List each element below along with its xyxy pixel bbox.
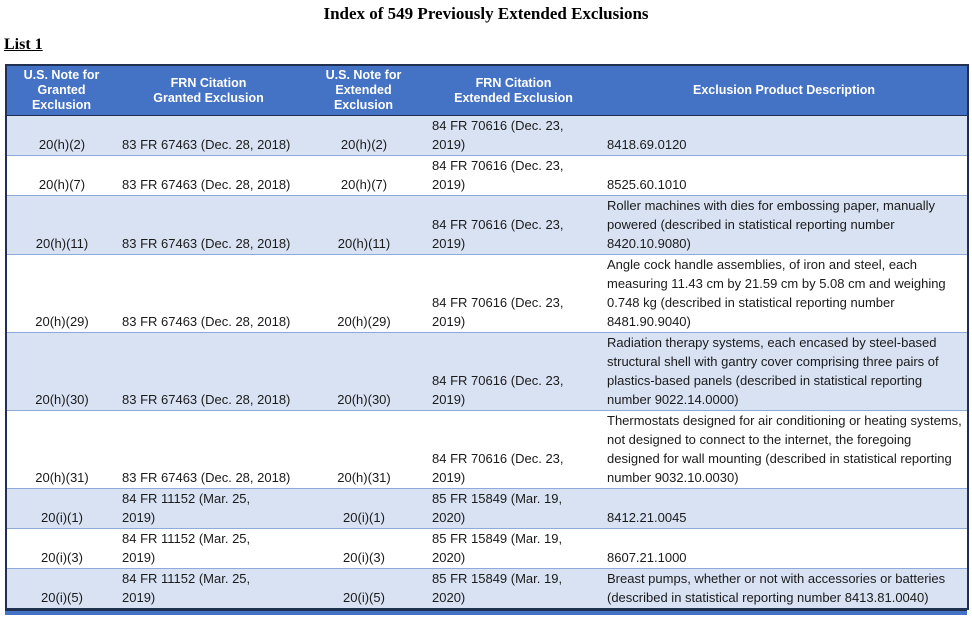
cell-note-extended: 20(i)(1) bbox=[343, 510, 385, 525]
header-cell-frn-extended: FRN Citation Extended Exclusion bbox=[426, 65, 601, 116]
header-cell-note-granted: U.S. Note for Granted Exclusion bbox=[6, 65, 116, 116]
cell-note-extended: 20(h)(2) bbox=[340, 137, 388, 152]
cell-frn-extended: 84 FR 70616 (Dec. 23, 2019) bbox=[432, 217, 564, 251]
cell-frn-extended: 85 FR 15849 (Mar. 19, 2020) bbox=[432, 571, 563, 605]
cell-frn-extended: 84 FR 70616 (Dec. 23, 2019) bbox=[432, 158, 564, 192]
cell-description: Radiation therapy systems, each encased … bbox=[607, 335, 939, 407]
cell-frn-granted: 84 FR 11152 (Mar. 25, 2019) bbox=[122, 571, 251, 605]
table-header: U.S. Note for Granted Exclusion FRN Cita… bbox=[6, 65, 968, 116]
table-row: 20(i)(5) 84 FR 11152 (Mar. 25, 2019) 20(… bbox=[6, 568, 968, 609]
cell-note-granted: 20(h)(30) bbox=[35, 392, 89, 407]
cell-note-extended: 20(h)(31) bbox=[337, 470, 391, 485]
cell-description: 8412.21.0045 bbox=[607, 510, 687, 525]
cell-frn-extended: 85 FR 15849 (Mar. 19, 2020) bbox=[432, 491, 563, 525]
cell-frn-granted: 83 FR 67463 (Dec. 28, 2018) bbox=[122, 392, 291, 407]
cell-note-granted: 20(i)(3) bbox=[41, 550, 83, 565]
cell-frn-extended: 85 FR 15849 (Mar. 19, 2020) bbox=[432, 531, 563, 565]
cell-frn-extended: 84 FR 70616 (Dec. 23, 2019) bbox=[432, 295, 564, 329]
cell-description: 8607.21.1000 bbox=[607, 550, 687, 565]
cell-note-granted: 20(h)(11) bbox=[35, 236, 89, 251]
cell-frn-granted: 84 FR 11152 (Mar. 25, 2019) bbox=[122, 531, 251, 565]
cell-note-granted: 20(h)(7) bbox=[38, 177, 86, 192]
cell-note-extended: 20(h)(30) bbox=[337, 392, 391, 407]
table-row: 20(h)(31) 83 FR 67463 (Dec. 28, 2018) 20… bbox=[6, 410, 968, 489]
cell-description: Angle cock handle assemblies, of iron an… bbox=[607, 257, 946, 329]
cell-note-granted: 20(h)(29) bbox=[35, 314, 89, 329]
cell-description: 8525.60.1010 bbox=[607, 177, 687, 192]
cell-description: Thermostats designed for air conditionin… bbox=[607, 413, 962, 485]
exclusions-table: U.S. Note for Granted Exclusion FRN Cita… bbox=[5, 64, 969, 610]
header-cell-frn-granted: FRN Citation Granted Exclusion bbox=[116, 65, 301, 116]
cell-frn-granted: 83 FR 67463 (Dec. 28, 2018) bbox=[122, 137, 291, 152]
cell-description: 8418.69.0120 bbox=[607, 137, 687, 152]
table-row: 20(h)(7) 83 FR 67463 (Dec. 28, 2018) 20(… bbox=[6, 155, 968, 196]
table-row: 20(i)(1) 84 FR 11152 (Mar. 25, 2019) 20(… bbox=[6, 488, 968, 529]
cell-frn-granted: 83 FR 67463 (Dec. 28, 2018) bbox=[122, 314, 291, 329]
cell-frn-granted: 83 FR 67463 (Dec. 28, 2018) bbox=[122, 236, 291, 251]
cell-frn-granted: 83 FR 67463 (Dec. 28, 2018) bbox=[122, 177, 291, 192]
cell-note-granted: 20(h)(31) bbox=[35, 470, 89, 485]
table-row: 20(h)(2) 83 FR 67463 (Dec. 28, 2018) 20(… bbox=[6, 115, 968, 156]
next-table-header-edge bbox=[5, 610, 967, 615]
page-title: Index of 549 Previously Extended Exclusi… bbox=[323, 4, 649, 23]
cell-note-extended: 20(h)(11) bbox=[337, 236, 391, 251]
list-label: List 1 bbox=[4, 36, 43, 53]
cell-description: Roller machines with dies for embossing … bbox=[607, 198, 936, 251]
cell-frn-granted: 84 FR 11152 (Mar. 25, 2019) bbox=[122, 491, 251, 525]
cell-description: Breast pumps, whether or not with access… bbox=[607, 571, 946, 605]
table-row: 20(h)(11) 83 FR 67463 (Dec. 28, 2018) 20… bbox=[6, 195, 968, 255]
cell-frn-extended: 84 FR 70616 (Dec. 23, 2019) bbox=[432, 451, 564, 485]
header-cell-description: Exclusion Product Description bbox=[601, 65, 968, 116]
cell-frn-extended: 84 FR 70616 (Dec. 23, 2019) bbox=[432, 373, 564, 407]
header-cell-note-extended: U.S. Note for Extended Exclusion bbox=[301, 65, 426, 116]
cell-note-extended: 20(i)(5) bbox=[343, 590, 385, 605]
cell-note-granted: 20(i)(5) bbox=[41, 590, 83, 605]
table-row: 20(h)(29) 83 FR 67463 (Dec. 28, 2018) 20… bbox=[6, 254, 968, 333]
cell-frn-granted: 83 FR 67463 (Dec. 28, 2018) bbox=[122, 470, 291, 485]
table-row: 20(i)(3) 84 FR 11152 (Mar. 25, 2019) 20(… bbox=[6, 528, 968, 569]
cell-note-extended: 20(h)(29) bbox=[337, 314, 391, 329]
cell-note-extended: 20(h)(7) bbox=[340, 177, 388, 192]
cell-note-granted: 20(i)(1) bbox=[41, 510, 83, 525]
cell-note-granted: 20(h)(2) bbox=[38, 137, 86, 152]
table-row: 20(h)(30) 83 FR 67463 (Dec. 28, 2018) 20… bbox=[6, 332, 968, 411]
cell-frn-extended: 84 FR 70616 (Dec. 23, 2019) bbox=[432, 118, 564, 152]
cell-note-extended: 20(i)(3) bbox=[343, 550, 385, 565]
